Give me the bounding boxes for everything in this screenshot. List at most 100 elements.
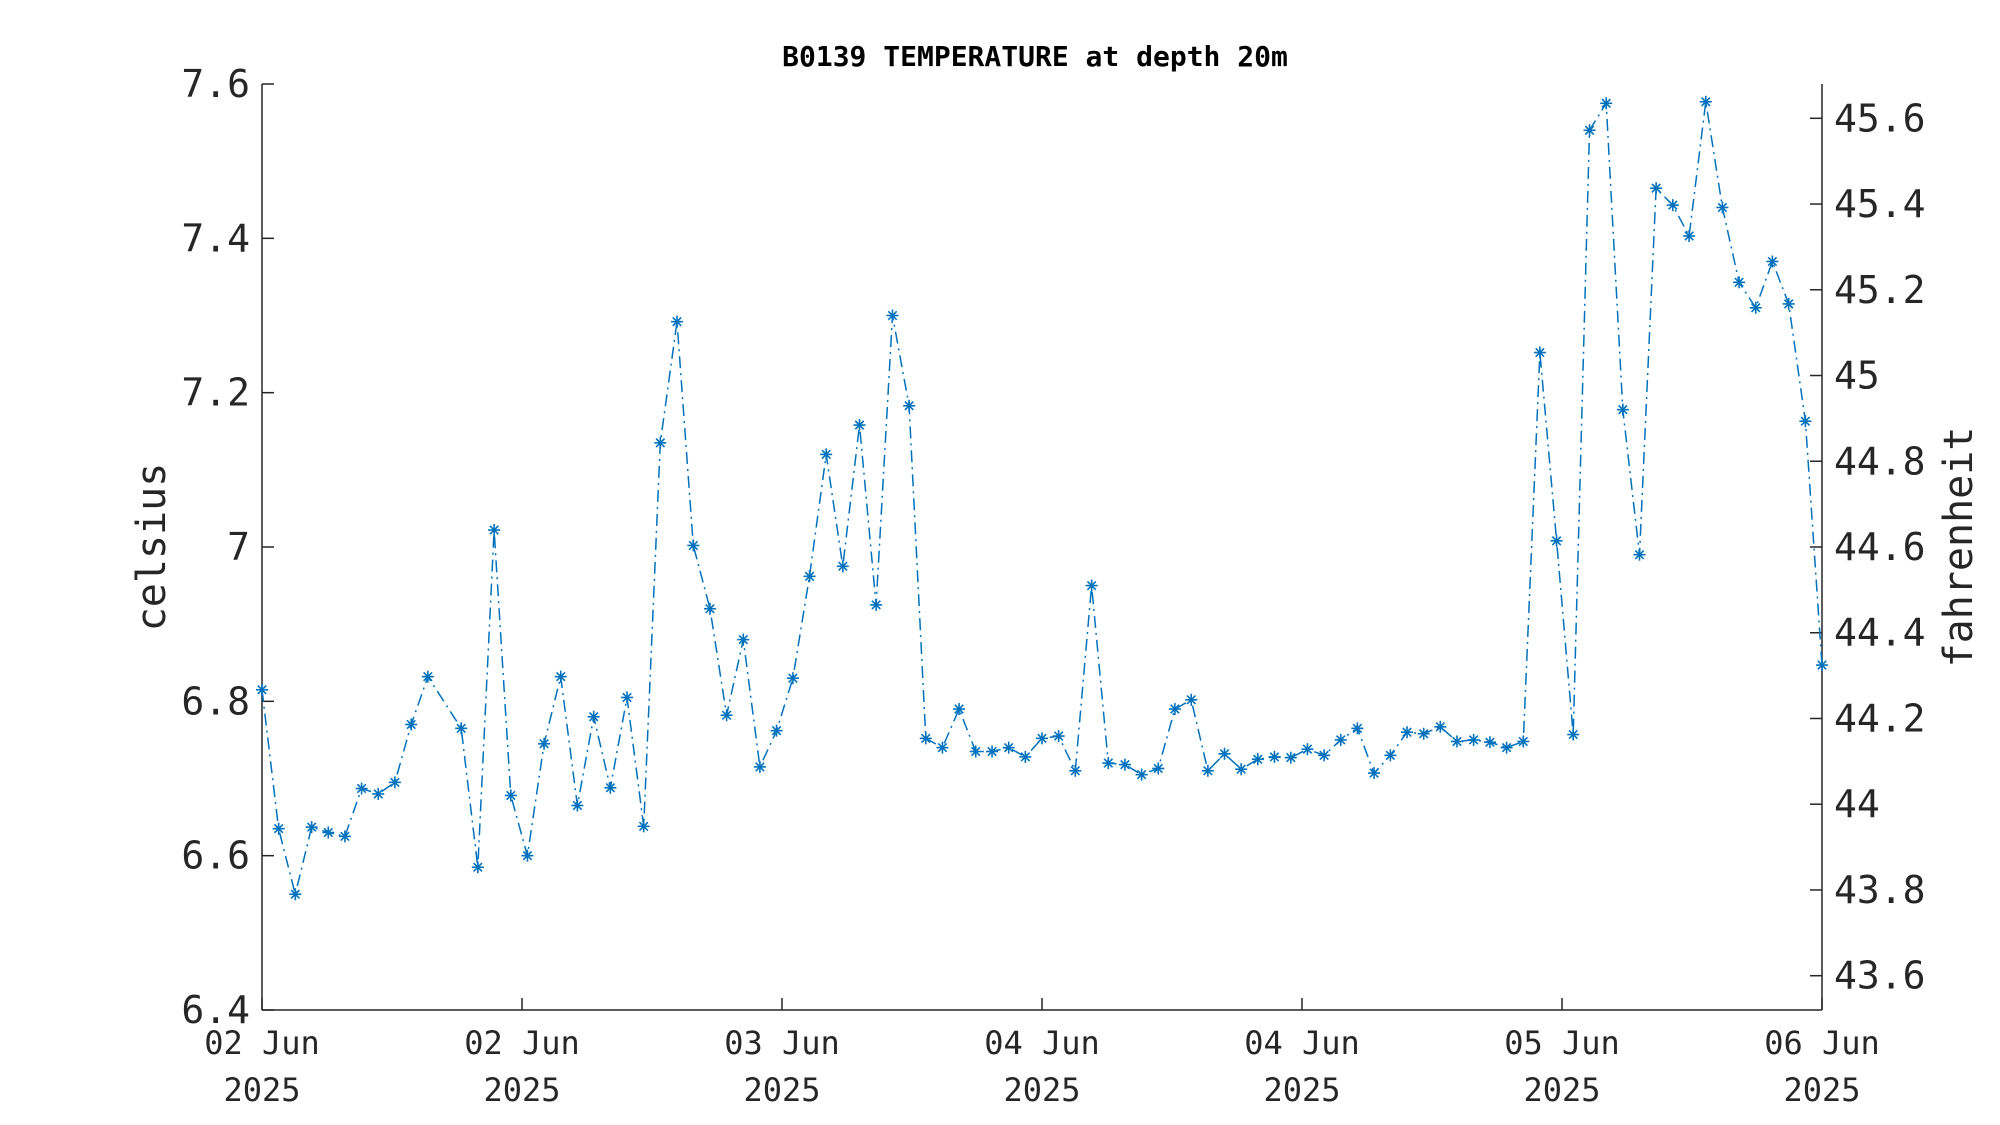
data-point-marker	[305, 821, 318, 834]
data-point-marker	[1301, 743, 1314, 756]
data-point-marker	[1650, 182, 1663, 195]
data-point-marker	[1401, 726, 1414, 739]
right-tick-label: 45.4	[1834, 182, 1926, 226]
data-point-marker	[670, 315, 683, 328]
data-point-marker	[903, 399, 916, 412]
data-point-marker	[1517, 735, 1530, 748]
data-point-marker	[1417, 727, 1430, 740]
data-point-marker	[1218, 747, 1231, 760]
x-tick-label-day: 04 Jun	[984, 1024, 1100, 1062]
data-point-marker	[1600, 97, 1613, 110]
data-point-marker	[405, 718, 418, 731]
data-point-marker	[1550, 534, 1563, 547]
data-point-marker	[272, 822, 285, 835]
data-point-marker	[372, 787, 385, 800]
data-point-marker	[338, 830, 351, 843]
right-tick-label: 44	[1834, 782, 1880, 826]
data-point-marker	[1251, 753, 1264, 766]
x-tick-label-year: 2025	[1783, 1071, 1860, 1109]
data-point-marker	[1235, 763, 1248, 776]
right-tick-label: 44.6	[1834, 525, 1926, 569]
x-tick-label-day: 02 Jun	[464, 1024, 580, 1062]
data-point-marker	[986, 745, 999, 758]
data-point-marker	[1318, 749, 1331, 762]
data-point-marker	[1434, 720, 1447, 733]
data-point-marker	[969, 745, 982, 758]
temperature-markers	[256, 95, 1828, 901]
x-tick-label-day: 02 Jun	[204, 1024, 320, 1062]
data-point-marker	[256, 683, 268, 696]
x-tick-label-year: 2025	[1003, 1071, 1080, 1109]
data-point-marker	[1085, 579, 1098, 592]
data-point-marker	[1683, 230, 1696, 243]
data-point-marker	[1102, 757, 1115, 770]
data-point-marker	[488, 524, 501, 537]
data-point-marker	[1036, 732, 1048, 745]
data-point-marker	[1118, 758, 1131, 771]
data-point-marker	[587, 710, 600, 723]
data-point-marker	[1351, 722, 1364, 735]
data-point-marker	[803, 570, 816, 583]
data-point-marker	[554, 670, 567, 683]
right-tick-label: 43.6	[1834, 954, 1926, 998]
data-point-marker	[1450, 735, 1463, 748]
data-point-marker	[886, 309, 899, 322]
data-point-marker	[820, 448, 833, 461]
data-point-marker	[1500, 741, 1513, 754]
right-tick-label: 43.8	[1834, 868, 1926, 912]
data-point-marker	[703, 602, 716, 615]
data-point-marker	[1733, 276, 1746, 289]
data-point-marker	[471, 861, 484, 874]
data-point-marker	[1749, 301, 1762, 314]
data-point-marker	[1384, 749, 1397, 762]
data-point-marker	[870, 598, 883, 611]
left-y-ticks: 6.4 6.6 6.8 7 7.2 7.4 7.6	[181, 62, 274, 1032]
data-point-marker	[1616, 403, 1629, 416]
data-point-marker	[936, 741, 949, 754]
data-point-marker	[1666, 199, 1679, 212]
left-tick-label: 6.4	[181, 988, 250, 1032]
x-tick-label-day: 06 Jun	[1764, 1024, 1880, 1062]
right-tick-label: 45.2	[1834, 268, 1926, 312]
data-point-marker	[1019, 750, 1032, 763]
data-point-marker	[1483, 736, 1496, 749]
right-tick-label: 45	[1834, 354, 1880, 398]
x-tick-label-year: 2025	[483, 1071, 560, 1109]
data-point-marker	[289, 888, 302, 901]
x-tick-label-day: 03 Jun	[724, 1024, 840, 1062]
data-point-marker	[1052, 730, 1065, 743]
data-point-marker	[455, 722, 468, 735]
data-point-marker	[421, 670, 434, 683]
x-tick-label-day: 05 Jun	[1504, 1024, 1620, 1062]
right-y-ticks: 43.6 43.8 44 44.2 44.4 44.6 44.8 45 45.2 45.4 45.6	[1810, 96, 1926, 998]
data-point-marker	[1069, 764, 1082, 777]
left-tick-label: 6.6	[181, 834, 250, 878]
y-axis-label-right: fahrenheit	[1936, 427, 1982, 668]
right-tick-label: 44.4	[1834, 611, 1926, 655]
x-tick-label-year: 2025	[1523, 1071, 1600, 1109]
data-point-marker	[621, 691, 634, 704]
right-tick-label: 45.6	[1834, 96, 1926, 140]
x-tick-label-year: 2025	[1263, 1071, 1340, 1109]
data-point-marker	[654, 436, 667, 449]
data-point-marker	[388, 776, 401, 789]
data-point-marker	[1467, 733, 1480, 746]
right-tick-label: 44.2	[1834, 696, 1926, 740]
data-point-marker	[953, 703, 966, 716]
data-point-marker	[1152, 762, 1165, 775]
data-point-marker	[1201, 764, 1214, 777]
data-point-marker	[571, 799, 584, 812]
data-point-marker	[637, 820, 650, 833]
left-tick-label: 7.4	[181, 216, 250, 260]
left-tick-label: 7.6	[181, 62, 250, 106]
left-tick-label: 6.8	[181, 679, 250, 723]
data-point-marker	[1334, 733, 1347, 746]
data-point-marker	[521, 849, 534, 862]
data-point-marker	[1284, 751, 1297, 764]
data-point-marker	[538, 737, 551, 750]
data-point-marker	[1567, 728, 1580, 741]
data-point-marker	[1633, 548, 1646, 561]
data-point-marker	[1583, 124, 1596, 137]
data-point-marker	[1716, 201, 1729, 214]
